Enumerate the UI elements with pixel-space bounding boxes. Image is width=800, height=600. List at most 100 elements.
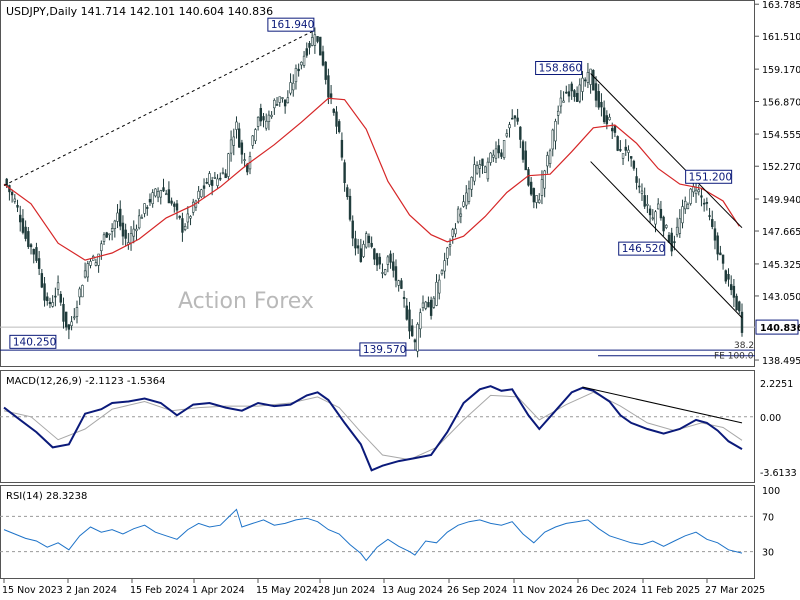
candle-body [410,325,414,337]
price-tick-label: 138.495 [762,356,800,367]
candle-body [119,208,122,227]
candle-body [732,285,736,298]
candle-body [286,97,290,104]
candle-body [300,61,303,66]
candle-body [638,185,641,188]
price-annotation: 161.940 [267,17,315,32]
candle-body [237,128,241,148]
candle-body [448,244,452,247]
price-tick-label: 159.170 [762,65,800,76]
candle-body [721,254,725,264]
candle-body [13,198,17,202]
candle-body [454,228,457,235]
annotation-label: 151.200 [689,171,732,183]
candle-body [151,192,154,204]
price-annotation: 139.570 [359,342,407,357]
date-tick-label: 15 Feb 2024 [130,585,189,596]
dashed-trendline [3,29,316,186]
candle-body [329,93,333,98]
price-tick-label: 154.555 [762,130,800,141]
candle-body [35,247,38,261]
candle-body [359,248,363,262]
candle-body [416,323,419,352]
macd-tick-label: 2.2251 [760,379,793,390]
annotation-box [267,17,315,32]
candle-body [738,301,741,312]
candle-body [183,226,187,230]
price-tick-label: 143.050 [762,292,800,303]
candle-body [100,243,103,252]
candle-body [711,219,714,228]
candle-body [292,82,295,91]
candle-body [524,150,527,171]
date-tick-label: 27 Mar 2025 [705,585,765,596]
price-tick-label: 149.940 [762,195,800,206]
candle-body [478,164,481,169]
price-tick-label: 156.870 [762,98,800,109]
candle-body [694,189,698,195]
candle-body [324,61,327,80]
candle-body [375,253,379,266]
candle-body [443,260,446,272]
candle-body [424,301,427,309]
candle-body [421,302,425,309]
candle-body [689,188,692,204]
candle-body [256,116,260,127]
candle-body [219,177,222,180]
candle-body [451,229,454,237]
candle-body [567,91,571,97]
candle-body [37,258,41,269]
candle-body [159,190,162,198]
date-tick-label: 15 May 2024 [256,585,318,596]
annotation-label: 161.940 [271,19,314,31]
candle-body [29,244,33,248]
candle-body [281,97,284,99]
candle-body [613,125,617,133]
date-tick-label: 28 Jun 2024 [318,585,375,596]
candle-body [659,208,663,219]
candle-body [197,190,200,199]
candle-body [729,284,733,291]
annotation-box [359,342,407,357]
date-tick-label: 2 Jan 2024 [66,585,117,596]
candle-body [621,153,625,159]
candle-body [675,226,679,236]
annotation-box [9,334,57,349]
candle-body [446,247,449,259]
candle-body [232,136,235,146]
date-tick-label: 11 Nov 2024 [512,585,573,596]
candle-body [389,253,392,263]
candle-body [432,297,436,308]
candle-body [340,139,344,158]
price-annotation: FE 100.0 [714,352,754,362]
candle-body [473,164,476,182]
candle-body [527,169,530,186]
watermark: Action Forex [178,289,314,314]
candle-body [78,288,81,298]
candle-body [486,161,490,180]
candle-body [81,285,84,298]
candle-body [727,274,730,280]
macd-title: MACD(12,26,9) -2.1123 -1.5364 [6,376,166,387]
candle-body [513,115,517,119]
candle-body [154,188,157,197]
annotation-label: 140.250 [13,336,56,348]
annotation-box [618,241,666,256]
candle-body [684,200,687,210]
candle-body [427,302,430,308]
candle-body [632,160,636,169]
candle-body [702,202,706,205]
date-tick-label: 1 Apr 2024 [192,585,245,596]
candle-body [402,297,406,299]
candle-body [56,282,60,290]
candle-body [511,117,514,120]
candle-body [367,235,371,244]
candle-body [259,108,263,122]
candle-body [400,280,403,289]
candle-body [200,189,203,198]
candle-body [529,181,533,195]
rsi-layer [0,508,755,562]
candle-body [48,301,52,305]
candle-body [170,200,173,204]
candle-body [51,302,54,307]
